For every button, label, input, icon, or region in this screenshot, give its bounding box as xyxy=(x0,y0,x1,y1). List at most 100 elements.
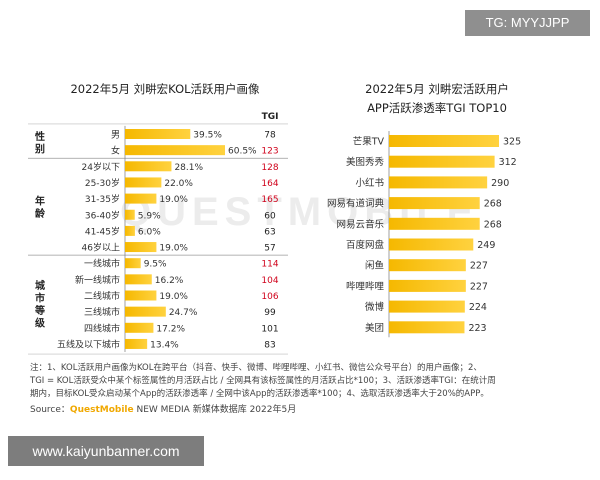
bar xyxy=(389,259,466,272)
data-label: 268 xyxy=(484,199,502,210)
data-label: 60.5% xyxy=(228,147,257,157)
data-label: 227 xyxy=(470,261,488,272)
data-label: 17.2% xyxy=(156,324,185,334)
tgi-value: 101 xyxy=(261,324,278,334)
tgi-value: 60 xyxy=(264,211,276,221)
tgi-value: 165 xyxy=(261,195,278,205)
category-label: 46岁以上 xyxy=(82,242,120,254)
bar xyxy=(389,197,480,210)
category-label: 哔哩哔哩 xyxy=(346,281,385,292)
tgi-value: 83 xyxy=(264,340,275,350)
tgi-value: 63 xyxy=(264,227,275,237)
category-label: 五线及以下城市 xyxy=(57,338,120,350)
watermark-tag: TG: MYYJJPP xyxy=(465,10,590,36)
data-label: 6.0% xyxy=(138,227,161,237)
bar xyxy=(389,321,465,334)
category-label: 一线城市 xyxy=(84,258,120,270)
category-label: 小红书 xyxy=(355,177,384,189)
category-label: 网易云音乐 xyxy=(336,218,384,230)
data-label: 39.5% xyxy=(193,131,222,141)
bar xyxy=(125,274,152,285)
data-label: 223 xyxy=(468,323,486,334)
bar xyxy=(125,338,148,349)
category-label: 24岁以下 xyxy=(82,161,120,173)
tgi-column-header: TGI xyxy=(262,112,279,122)
tgi-value: 164 xyxy=(261,179,278,189)
data-label: 249 xyxy=(477,240,495,251)
bar xyxy=(389,176,488,189)
tgi-value: 114 xyxy=(261,260,278,270)
category-label: 三线城市 xyxy=(84,306,120,318)
data-label: 13.4% xyxy=(150,340,179,350)
source-label: Source： xyxy=(30,405,70,415)
category-label: 美图秀秀 xyxy=(346,156,385,168)
chart-title: 2022年5月 刘畊宏KOL活跃用户画像 xyxy=(70,82,260,96)
bar xyxy=(125,145,225,156)
category-label: 百度网盘 xyxy=(346,239,385,251)
source-rest: NEW MEDIA 新媒体数据库 2022年5月 xyxy=(133,405,297,415)
category-label: 36-40岁 xyxy=(85,209,120,221)
tgi-value: 123 xyxy=(261,147,278,157)
bar xyxy=(125,258,141,269)
data-label: 24.7% xyxy=(169,308,198,318)
tgi-value: 128 xyxy=(261,163,278,173)
bar xyxy=(125,129,191,139)
data-label: 325 xyxy=(503,137,521,148)
bar xyxy=(125,290,157,301)
chart-title-line: APP活跃渗透率TGI TOP10 xyxy=(367,101,507,115)
footnote-line: TGI = KOL活跃受众中某个标签属性的月活跃占比 / 全网具有该标签属性的月… xyxy=(30,376,496,386)
data-label: 19.0% xyxy=(159,244,188,254)
watermark-url: www.kaiyunbanner.com xyxy=(8,436,204,466)
tgi-value: 99 xyxy=(264,308,276,318)
category-label: 女 xyxy=(111,145,120,157)
category-label: 男 xyxy=(111,130,120,141)
bar xyxy=(125,322,154,333)
tgi-value: 57 xyxy=(264,244,275,254)
bar xyxy=(125,306,166,317)
category-label: 芒果TV xyxy=(353,136,385,148)
data-label: 9.5% xyxy=(144,260,167,270)
category-label: 25-30岁 xyxy=(85,177,120,189)
bar xyxy=(389,238,474,251)
group-label: 年龄 xyxy=(35,194,46,220)
data-label: 16.2% xyxy=(155,276,184,286)
footnote-line: 注：1、KOL活跃用户画像为KOL在跨平台（抖音、快手、微博、哔哩哔哩、小红书、… xyxy=(30,363,482,373)
tgi-value: 106 xyxy=(261,292,278,302)
bar xyxy=(125,177,162,188)
category-label: 微博 xyxy=(365,301,385,313)
chart-title-line: 2022年5月 刘畊宏活跃用户 xyxy=(365,82,509,96)
data-label: 224 xyxy=(469,302,487,313)
bar xyxy=(389,279,466,292)
group-label: 城市等级 xyxy=(34,279,46,330)
bar xyxy=(389,155,495,168)
data-label: 19.0% xyxy=(159,195,188,205)
bar xyxy=(125,161,172,172)
category-label: 41-45岁 xyxy=(85,225,120,237)
source-line: Source：QuestMobile NEW MEDIA 新媒体数据库 2022… xyxy=(30,402,296,415)
bar xyxy=(389,217,480,230)
category-label: 31-35岁 xyxy=(85,193,120,205)
tgi-value: 78 xyxy=(264,131,276,141)
bar xyxy=(125,193,157,204)
category-label: 新一线城市 xyxy=(75,274,120,286)
data-label: 5.9% xyxy=(138,211,161,221)
category-label: 二线城市 xyxy=(84,290,120,302)
tgi-value: 104 xyxy=(261,276,278,286)
data-label: 312 xyxy=(499,157,517,168)
category-label: 网易有道词典 xyxy=(327,198,385,210)
footnotes: 注：1、KOL活跃用户画像为KOL在跨平台（抖音、快手、微博、哔哩哔哩、小红书、… xyxy=(30,362,590,401)
data-label: 22.0% xyxy=(164,179,193,189)
source-brand: QuestMobile xyxy=(69,405,134,415)
bar xyxy=(125,242,157,253)
data-label: 227 xyxy=(470,281,488,292)
bar xyxy=(389,300,465,313)
data-label: 19.0% xyxy=(159,292,188,302)
category-label: 美团 xyxy=(365,322,384,334)
bar xyxy=(389,135,499,147)
data-label: 28.1% xyxy=(174,163,203,173)
category-label: 闲鱼 xyxy=(365,260,384,272)
bar xyxy=(125,209,135,220)
data-label: 290 xyxy=(491,178,509,189)
group-label: 性别 xyxy=(34,130,45,156)
